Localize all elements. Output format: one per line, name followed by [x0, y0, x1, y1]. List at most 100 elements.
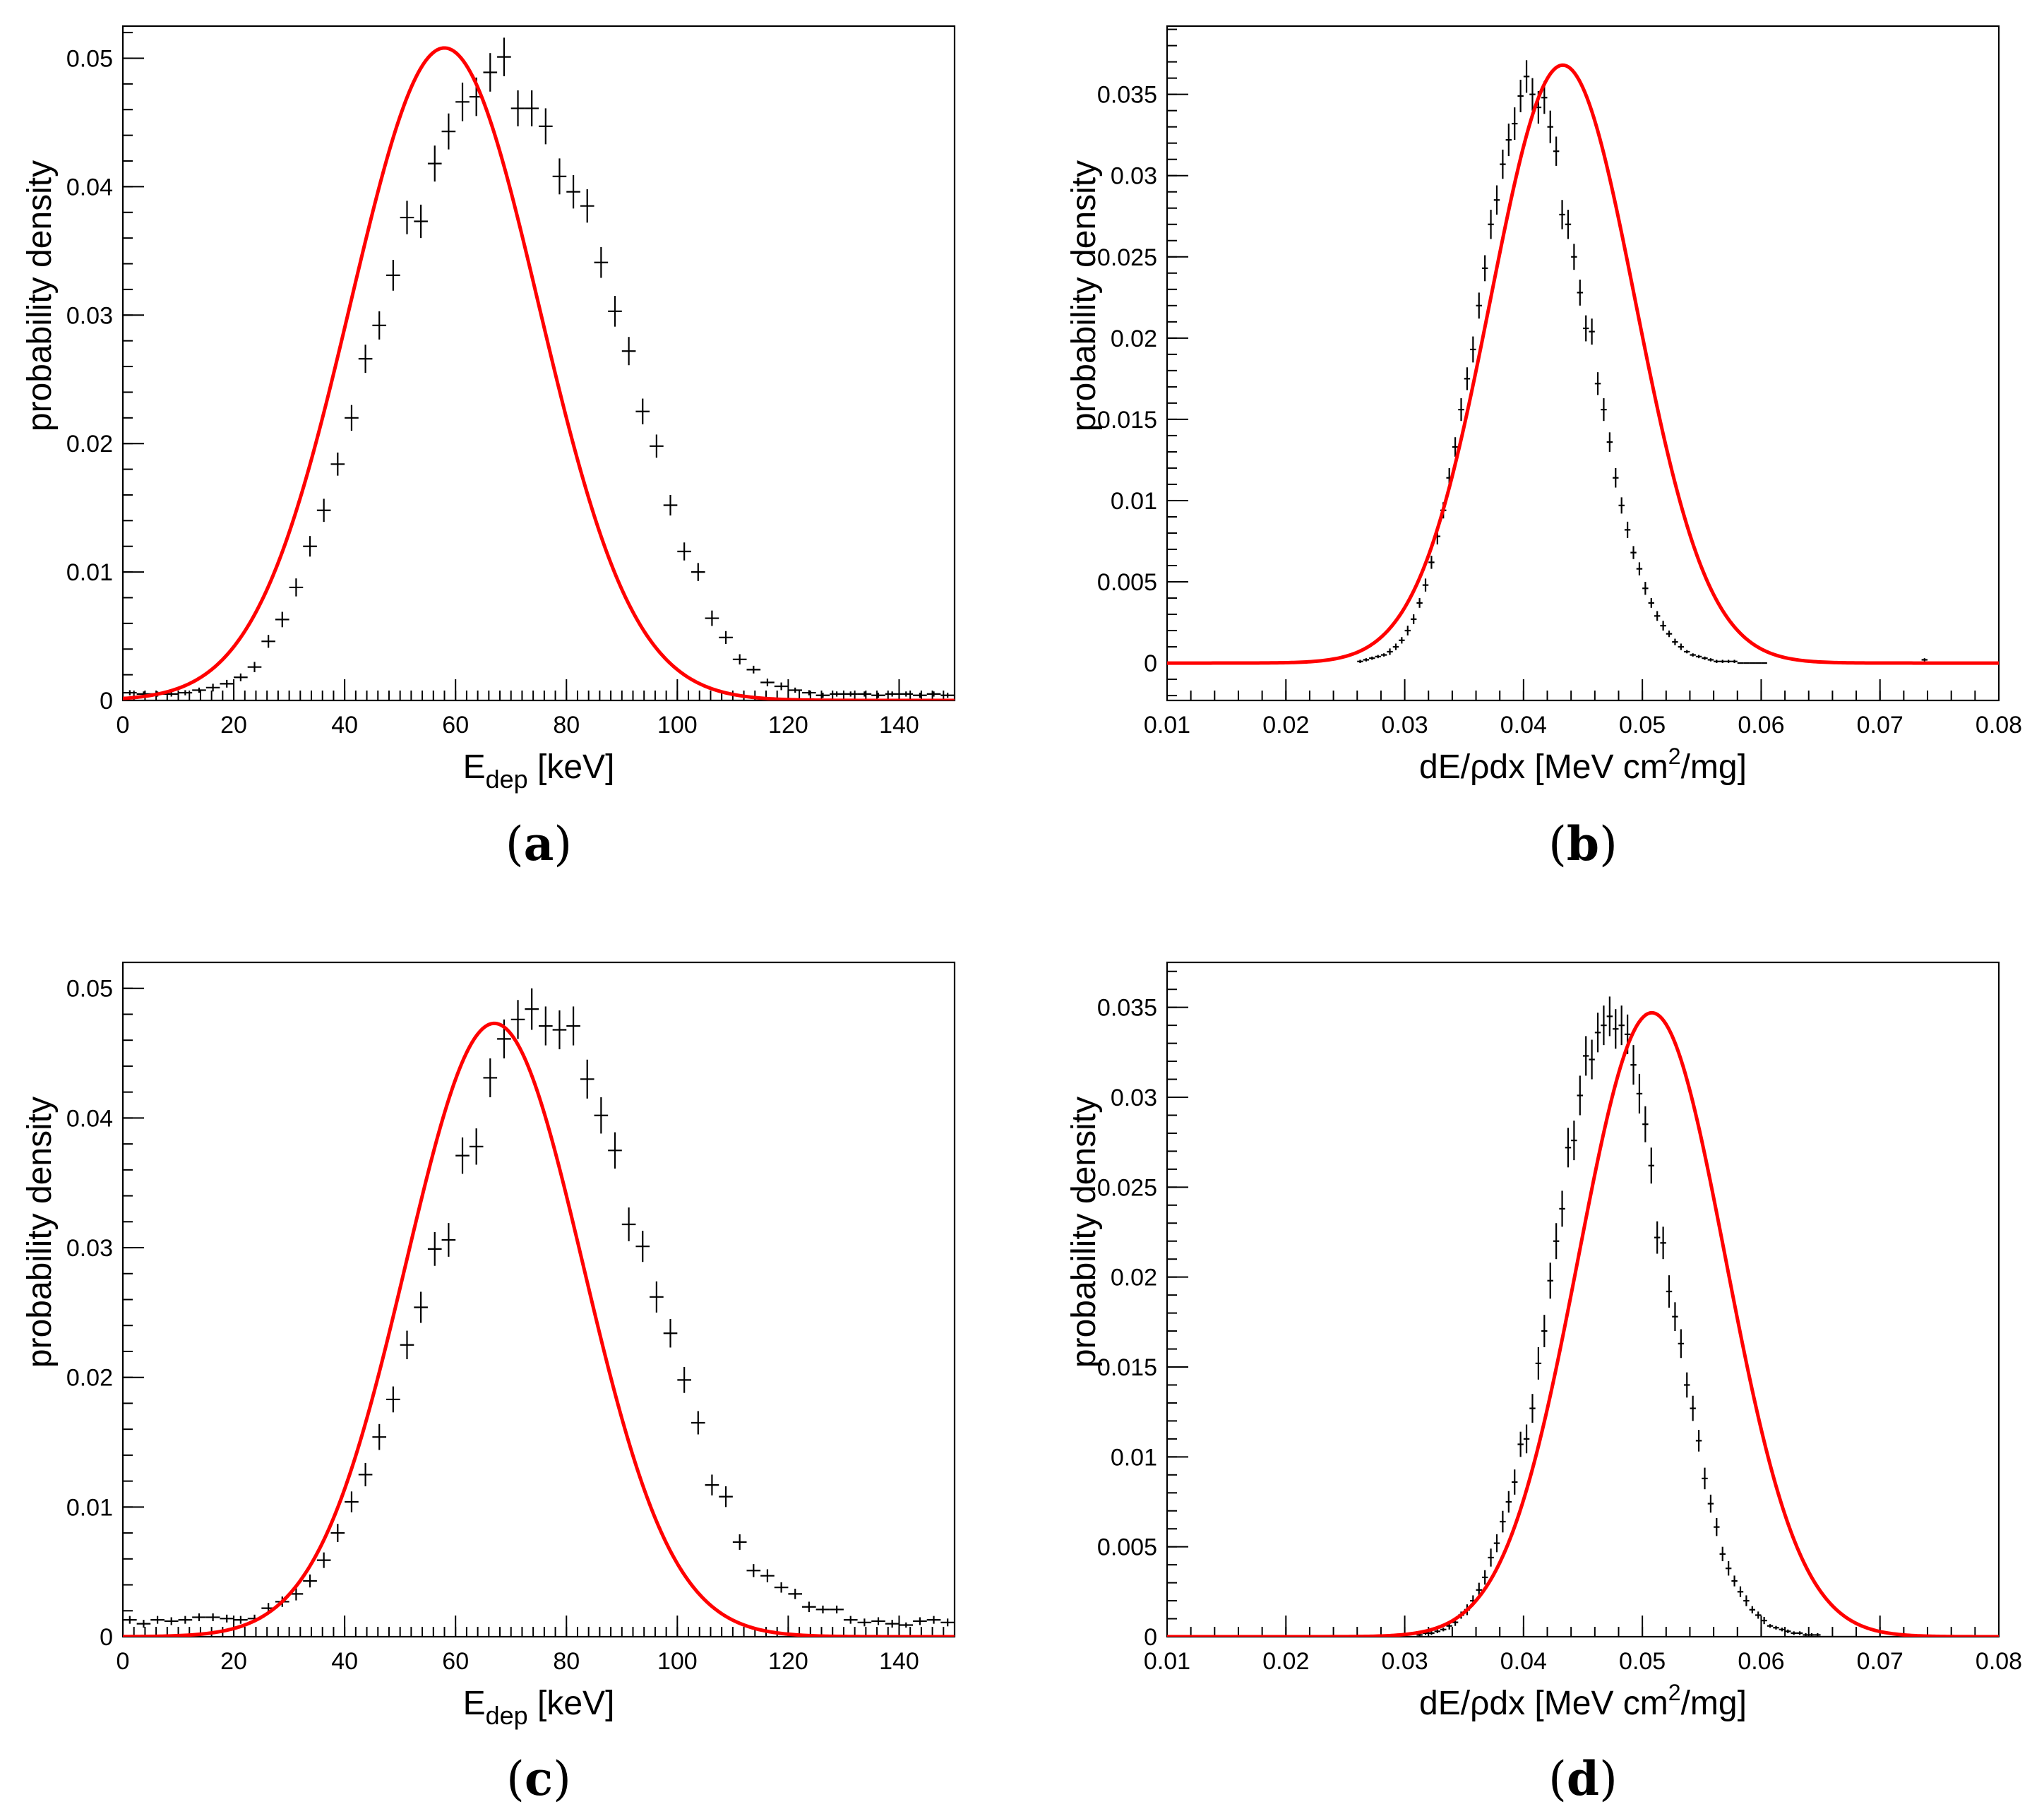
histogram-point-a: [843, 691, 858, 697]
histogram-point-b: [1624, 521, 1631, 538]
histogram-point-a: [663, 494, 678, 516]
histogram-point-c: [345, 1491, 359, 1512]
y-tick-label-b: 0.005: [1097, 569, 1157, 596]
histogram-point-a: [857, 691, 872, 697]
histogram-point-d: [1434, 1629, 1441, 1633]
histogram-point-b: [1660, 621, 1666, 631]
histogram-point-d: [1523, 1424, 1530, 1454]
x-tick-label-c: 140: [879, 1648, 919, 1675]
histogram-point-b: [1458, 398, 1464, 422]
histogram-point-d: [1654, 1221, 1661, 1254]
x-tick-label-b: 0.01: [1144, 712, 1190, 739]
x-tick-label-d: 0.02: [1262, 1648, 1309, 1675]
histogram-point-d: [1808, 1632, 1815, 1637]
histogram-point-d: [1630, 1045, 1637, 1085]
x-tick-label-d: 0.03: [1381, 1648, 1428, 1675]
x-axis-title-sup-b: 2: [1668, 744, 1681, 769]
histogram-point-d: [1613, 1009, 1619, 1049]
histogram-point-a: [275, 611, 289, 628]
histogram-point-c: [234, 1616, 248, 1624]
x-axis-title-d: dE/ρdx [MeV cm2/mg]: [1419, 1680, 1747, 1722]
x-axis-title-a: Edep [keV]: [463, 748, 615, 794]
histogram-point-d: [1749, 1606, 1756, 1613]
histogram-point-b: [1648, 598, 1654, 608]
y-tick-label-c: 0.05: [66, 976, 113, 1003]
histogram-point-b: [1476, 292, 1482, 319]
histogram-point-b: [1553, 136, 1560, 166]
x-axis-title-sup-d: 2: [1668, 1680, 1681, 1705]
histogram-point-d: [1714, 1517, 1720, 1536]
histogram-point-d: [1755, 1611, 1762, 1619]
histogram-point-a: [358, 345, 373, 374]
histogram-point-b: [1464, 367, 1471, 390]
histogram-point-c: [732, 1534, 747, 1550]
x-tick-label-c: 120: [768, 1648, 808, 1675]
histogram-point-b: [1684, 650, 1690, 654]
x-tick-label-d: 0.05: [1619, 1648, 1666, 1675]
histogram-point-c: [705, 1474, 719, 1495]
x-axis-title-main-c: E: [463, 1685, 486, 1722]
y-tick-label-a: 0.03: [66, 302, 113, 329]
caption-a-letter: a: [524, 816, 554, 871]
histogram-point-b: [1725, 659, 1732, 664]
histogram-point-d: [1743, 1595, 1750, 1606]
histogram-point-c: [830, 1605, 844, 1613]
x-tick-label-b: 0.05: [1619, 712, 1666, 739]
histogram-point-d: [1583, 1036, 1589, 1076]
y-tick-label-d: 0.025: [1097, 1174, 1157, 1201]
histogram-point-d: [1512, 1469, 1518, 1495]
histogram-point-a: [510, 90, 525, 126]
histogram-point-a: [303, 536, 317, 557]
histogram-point-a: [234, 673, 248, 681]
histogram-point-d: [1517, 1431, 1524, 1457]
histogram-point-c: [469, 1128, 484, 1165]
y-tick-label-b: 0.025: [1097, 244, 1157, 271]
histogram-point-a: [885, 691, 900, 697]
panel-d: 0.01 0.02 0.03 0.04 0.05 0.06 0.07 0.08 0 0.005 0.…: [1065, 961, 2022, 1722]
histogram-point-b: [1666, 631, 1673, 638]
x-axis-title-rest-a: [keV]: [528, 748, 615, 786]
x-axis-title-c: Edep [keV]: [463, 1685, 615, 1730]
histogram-point-b: [1707, 658, 1714, 662]
histogram-point-c: [899, 1622, 914, 1628]
histogram-point-b: [1547, 110, 1553, 143]
panel-c: 0 20 40 60 80 100 120 140 0 0.01 0.02 0.03 0.04 0.05 E…: [21, 961, 956, 1730]
y-tick-label-d: 0.005: [1097, 1534, 1157, 1561]
y-tick-label-b: 0.03: [1111, 163, 1157, 190]
histogram-point-a: [830, 691, 844, 697]
histogram-point-d: [1559, 1190, 1565, 1227]
data-layer-b: [1167, 60, 1999, 665]
plot-frame-d: [1166, 961, 2000, 1638]
histogram-point-b: [1719, 659, 1726, 664]
histogram-point-b: [1505, 124, 1512, 157]
x-tick-label-a: 60: [442, 712, 469, 739]
histogram-point-d: [1505, 1491, 1512, 1513]
histogram-point-a: [192, 687, 206, 693]
histogram-point-c: [427, 1232, 442, 1266]
histogram-point-d: [1535, 1347, 1542, 1380]
histogram-point-c: [316, 1552, 331, 1568]
y-tick-label-b: 0.035: [1097, 82, 1157, 109]
histogram-point-c: [510, 1000, 525, 1039]
histogram-point-c: [483, 1058, 498, 1097]
histogram-point-d: [1719, 1546, 1726, 1562]
histogram-point-c: [330, 1524, 345, 1542]
histogram-point-b: [1589, 318, 1595, 345]
histogram-point-a: [386, 260, 400, 291]
histogram-point-b: [1601, 398, 1607, 422]
histogram-point-c: [815, 1605, 830, 1613]
histogram-point-b: [1404, 626, 1411, 635]
fit-curve-c: [123, 1021, 955, 1637]
histogram-point-a: [580, 189, 594, 223]
plot-frame-a: [121, 25, 956, 702]
panel-a: 0 20 40 60 80 100 120 140 0 0.01 0.02 0.03 0.04 0.05 E…: [21, 25, 956, 794]
fit-curve-a: [123, 46, 955, 700]
histogram-point-d: [1803, 1632, 1809, 1637]
histogram-point-d: [1481, 1570, 1488, 1585]
x-axis-title-b: dE/ρdx [MeV cm2/mg]: [1419, 744, 1747, 786]
histogram-point-c: [871, 1617, 885, 1625]
histogram-point-c: [774, 1582, 789, 1593]
plot-frame-c: [121, 961, 956, 1638]
x-axis-title-rest-c: [keV]: [528, 1685, 615, 1722]
histogram-point-c: [802, 1601, 816, 1613]
